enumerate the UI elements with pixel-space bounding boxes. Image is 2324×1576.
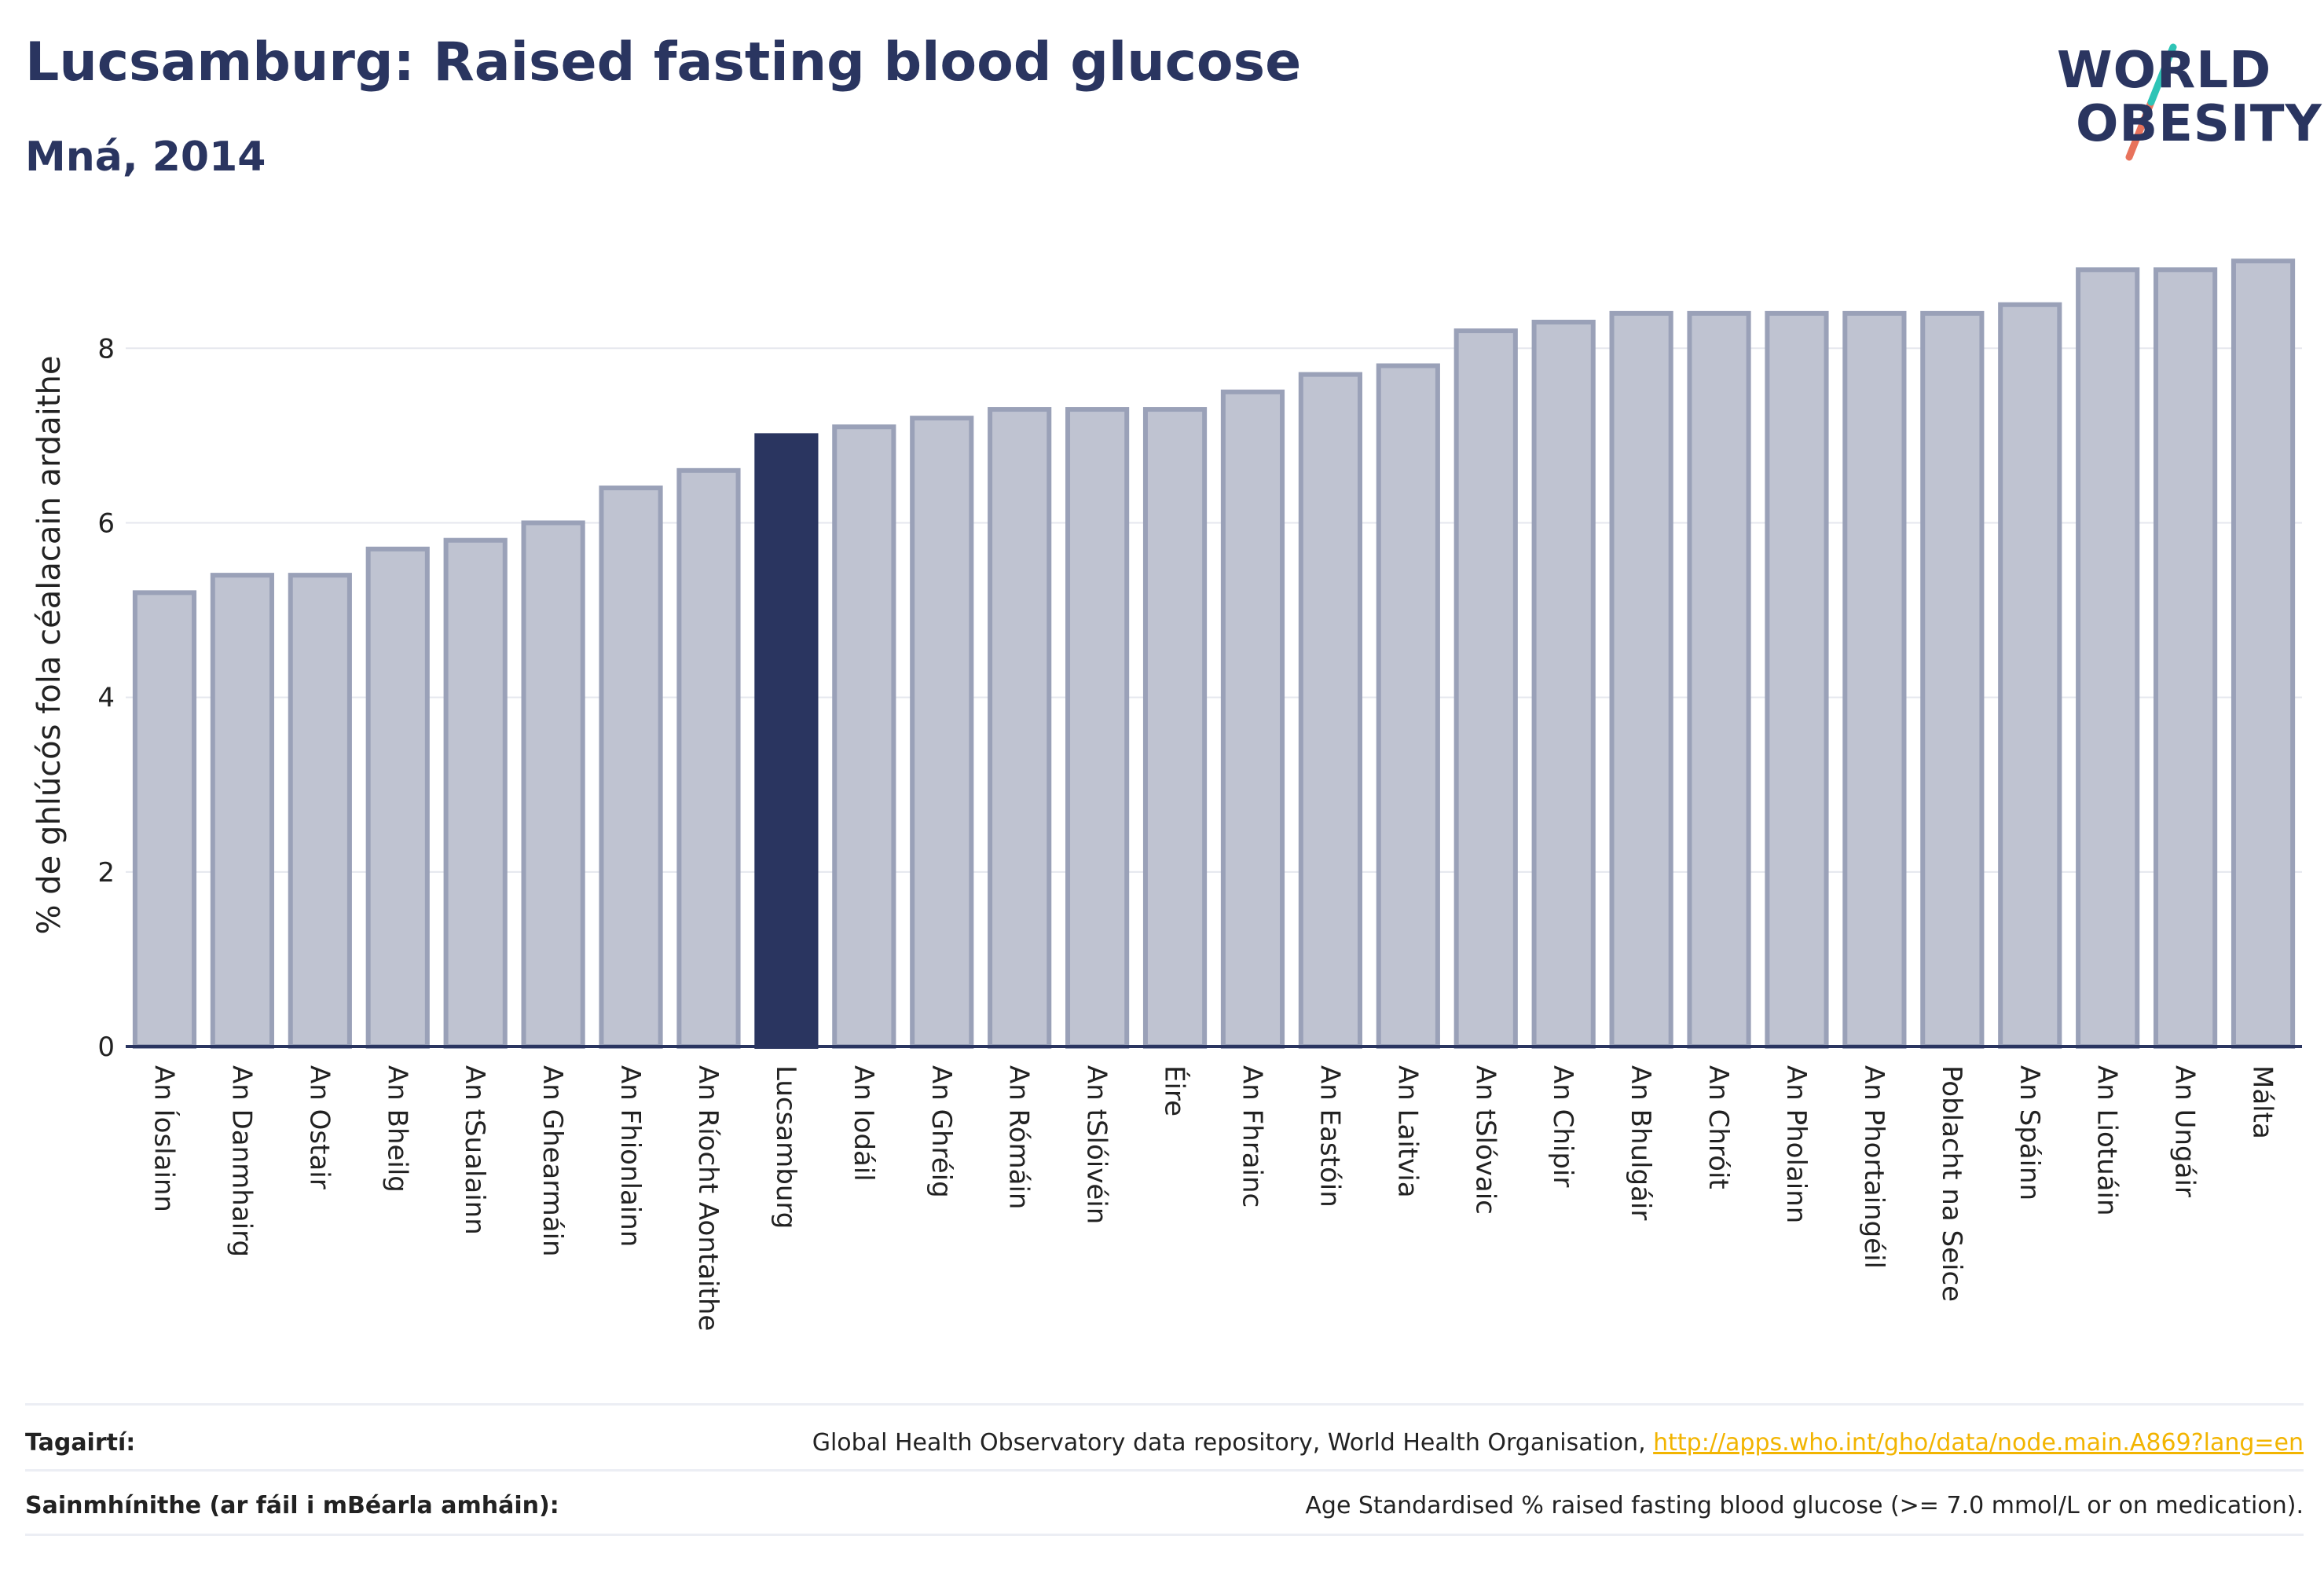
footer-divider bbox=[25, 1403, 2304, 1406]
x-tick-label: An Danmhairg bbox=[225, 1065, 257, 1257]
y-tick-label: 2 bbox=[97, 857, 115, 889]
bar bbox=[1453, 328, 1518, 1049]
chart-subtitle: Mná, 2014 bbox=[25, 134, 266, 181]
footer-divider bbox=[25, 1469, 2304, 1472]
x-tick-label: An Fhrainc bbox=[1236, 1065, 1267, 1208]
bar bbox=[910, 416, 974, 1049]
chart-title: Lucsamburg: Raised fasting blood glucose bbox=[25, 31, 1302, 93]
y-axis-label: % de ghlúcós fola céalacain ardaithe bbox=[31, 356, 68, 935]
x-tick-label: An tSlóvaic bbox=[1469, 1065, 1501, 1215]
bar bbox=[132, 590, 197, 1049]
x-tick-label: Éire bbox=[1159, 1065, 1191, 1116]
logo-line2: OBESITY bbox=[2076, 95, 2322, 153]
references-value: Global Health Observatory data repositor… bbox=[812, 1429, 2304, 1457]
bar bbox=[1298, 372, 1362, 1049]
bar bbox=[1220, 389, 1285, 1049]
definitions-label: Sainmhínithe (ar fáil i mBéarla amháin): bbox=[25, 1491, 559, 1519]
bar bbox=[1609, 310, 1673, 1049]
bar bbox=[754, 433, 819, 1049]
definitions-text: Age Standardised % raised fasting blood … bbox=[1305, 1491, 2304, 1519]
x-tick-label: Poblacht na Seice bbox=[1936, 1065, 1967, 1302]
bar bbox=[210, 573, 274, 1049]
bar bbox=[521, 520, 585, 1049]
x-tick-label: An Ostair bbox=[303, 1065, 335, 1189]
y-tick-label: 8 bbox=[97, 333, 115, 365]
bar bbox=[1998, 302, 2062, 1049]
x-tick-label: An tSlóivéin bbox=[1081, 1065, 1113, 1224]
x-tick-label: Málta bbox=[2247, 1065, 2278, 1139]
y-tick-label: 6 bbox=[97, 508, 115, 539]
x-tick-label: An Ghréig bbox=[926, 1065, 957, 1198]
x-tick-label: An Bheilg bbox=[381, 1065, 412, 1193]
x-tick-label: An Ríocht Aontaithe bbox=[692, 1065, 724, 1331]
world-obesity-logo: WORLD OBESITY bbox=[2051, 39, 2322, 165]
bar bbox=[1065, 407, 1130, 1049]
bar bbox=[1531, 319, 1596, 1049]
bar bbox=[2154, 267, 2218, 1049]
references-label: Tagairtí: bbox=[25, 1428, 136, 1457]
x-tick-label: An Iodáil bbox=[848, 1065, 879, 1182]
x-tick-label: An Phortaingéil bbox=[1858, 1065, 1890, 1269]
x-tick-label: An Liotuáin bbox=[2091, 1065, 2123, 1216]
x-tick-label: An Chipir bbox=[1547, 1065, 1578, 1187]
x-tick-label: An Laitvia bbox=[1391, 1065, 1423, 1198]
bar bbox=[1842, 310, 1907, 1049]
x-tick-label: An Íoslainn bbox=[148, 1065, 180, 1212]
bar bbox=[365, 546, 430, 1049]
y-tick-label: 4 bbox=[97, 683, 115, 714]
bar bbox=[676, 467, 741, 1049]
y-tick-label: 0 bbox=[97, 1032, 115, 1063]
bar bbox=[1765, 310, 1829, 1049]
x-tick-label: An tSualainn bbox=[459, 1065, 490, 1235]
bar bbox=[2076, 267, 2140, 1049]
footer-divider bbox=[25, 1534, 2304, 1536]
x-tick-label: An Pholainn bbox=[1780, 1065, 1812, 1223]
bar bbox=[2231, 258, 2296, 1049]
x-tick-label: An Bhulgáir bbox=[1625, 1065, 1656, 1220]
bar-chart: 0 2 4 6 8 % de ghlúcós fola céalacain ardaith… bbox=[31, 258, 2302, 1331]
definitions-row: Sainmhínithe (ar fáil i mBéarla amháin):… bbox=[25, 1474, 2304, 1537]
references-text: Global Health Observatory data repositor… bbox=[812, 1428, 1654, 1457]
bar bbox=[288, 573, 352, 1049]
x-tick-label: An Ungáir bbox=[2169, 1065, 2201, 1197]
references-row: Tagairtí: Global Health Observatory data… bbox=[25, 1411, 2304, 1474]
bar bbox=[988, 407, 1052, 1049]
x-tick-label: An Eastóin bbox=[1314, 1065, 1345, 1208]
logo-slash-icon bbox=[2125, 43, 2177, 161]
x-tick-label: An Chróit bbox=[1703, 1065, 1734, 1189]
logo-line1: WORLD bbox=[2057, 42, 2272, 100]
bar bbox=[443, 537, 508, 1049]
bar bbox=[832, 424, 896, 1049]
references-link[interactable]: http://apps.who.int/gho/data/node.main.A… bbox=[1653, 1428, 2304, 1457]
x-tick-label: An Spáinn bbox=[2014, 1065, 2045, 1200]
bar bbox=[1920, 310, 1985, 1049]
x-tick-label: Lucsamburg bbox=[770, 1065, 801, 1229]
x-tick-label: An Fhionlainn bbox=[614, 1065, 646, 1247]
bar bbox=[599, 486, 663, 1049]
x-tick-label: An Rómáin bbox=[1003, 1065, 1035, 1209]
x-tick-label: An Ghearmáin bbox=[537, 1065, 568, 1257]
bar bbox=[1687, 310, 1751, 1049]
bar bbox=[1142, 407, 1208, 1049]
bar bbox=[1376, 363, 1440, 1049]
